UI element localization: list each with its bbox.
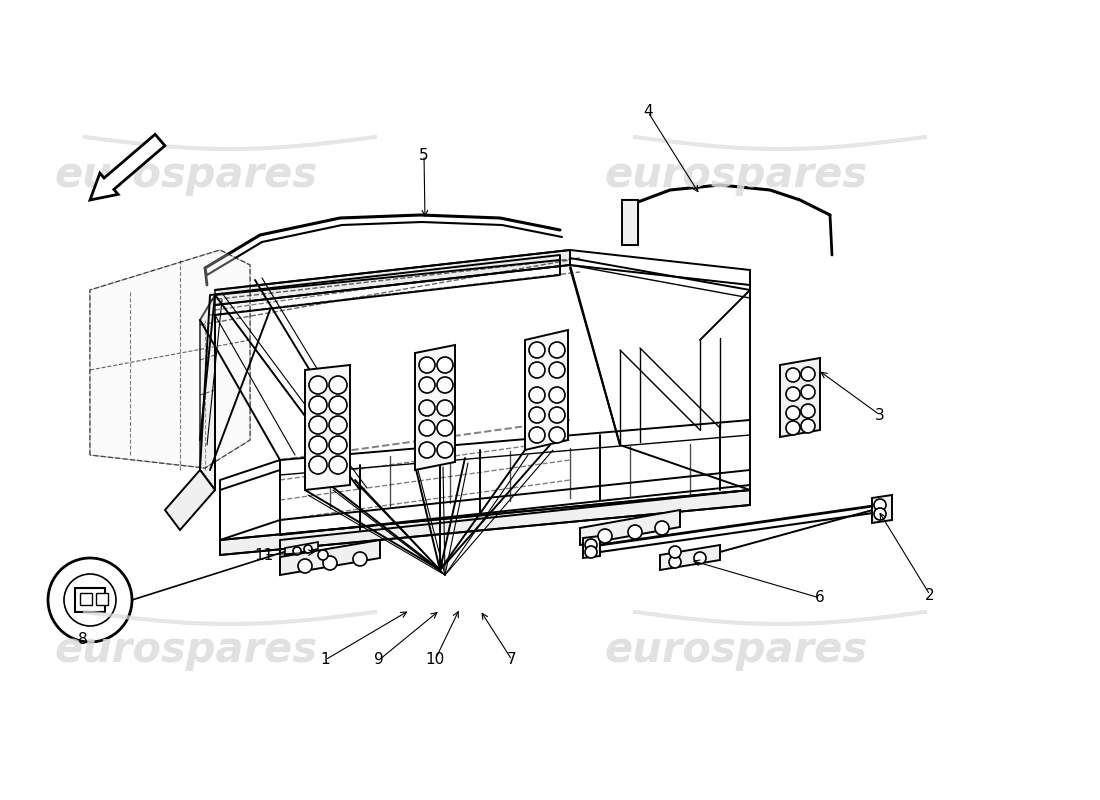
Circle shape	[801, 404, 815, 418]
Circle shape	[628, 525, 642, 539]
Polygon shape	[80, 593, 92, 605]
Circle shape	[549, 362, 565, 378]
Circle shape	[48, 558, 132, 642]
Text: 11: 11	[254, 547, 274, 562]
Polygon shape	[75, 588, 104, 612]
Polygon shape	[214, 250, 570, 305]
Circle shape	[529, 342, 544, 358]
Text: 4: 4	[644, 105, 652, 119]
Circle shape	[585, 539, 597, 551]
Polygon shape	[415, 345, 455, 470]
Circle shape	[437, 357, 453, 373]
Circle shape	[801, 367, 815, 381]
Circle shape	[298, 559, 312, 573]
Circle shape	[529, 427, 544, 443]
Polygon shape	[200, 295, 214, 490]
Polygon shape	[525, 330, 568, 450]
Circle shape	[437, 442, 453, 458]
Circle shape	[654, 521, 669, 535]
Text: eurospares: eurospares	[605, 629, 868, 671]
Text: eurospares: eurospares	[55, 629, 318, 671]
Polygon shape	[285, 542, 318, 555]
Circle shape	[786, 368, 800, 382]
Circle shape	[549, 342, 565, 358]
Text: 5: 5	[419, 147, 429, 162]
Circle shape	[329, 416, 346, 434]
Circle shape	[669, 556, 681, 568]
Polygon shape	[583, 536, 600, 558]
Circle shape	[549, 407, 565, 423]
Circle shape	[786, 387, 800, 401]
Circle shape	[419, 377, 435, 393]
Polygon shape	[780, 358, 820, 437]
Circle shape	[549, 427, 565, 443]
Polygon shape	[660, 545, 720, 570]
Circle shape	[329, 436, 346, 454]
Polygon shape	[280, 540, 380, 575]
Circle shape	[323, 556, 337, 570]
Polygon shape	[305, 365, 350, 490]
Polygon shape	[872, 495, 892, 523]
Polygon shape	[165, 470, 214, 530]
Circle shape	[529, 407, 544, 423]
Circle shape	[329, 376, 346, 394]
Polygon shape	[621, 200, 638, 245]
Circle shape	[801, 385, 815, 399]
Circle shape	[309, 416, 327, 434]
Circle shape	[353, 552, 367, 566]
Text: 8: 8	[78, 633, 88, 647]
Circle shape	[309, 396, 327, 414]
FancyArrow shape	[90, 134, 165, 200]
Circle shape	[419, 420, 435, 436]
Circle shape	[786, 421, 800, 435]
Text: 7: 7	[507, 653, 517, 667]
Circle shape	[293, 547, 301, 555]
Circle shape	[419, 442, 435, 458]
Text: 9: 9	[374, 653, 384, 667]
Text: 3: 3	[876, 407, 884, 422]
Circle shape	[694, 552, 706, 564]
Circle shape	[437, 400, 453, 416]
Circle shape	[437, 420, 453, 436]
Text: eurospares: eurospares	[605, 154, 868, 196]
Circle shape	[801, 419, 815, 433]
Circle shape	[786, 406, 800, 420]
Circle shape	[598, 529, 612, 543]
Polygon shape	[580, 510, 680, 545]
Circle shape	[669, 546, 681, 558]
Polygon shape	[96, 593, 108, 605]
Circle shape	[64, 574, 116, 626]
Circle shape	[549, 387, 565, 403]
Text: 6: 6	[815, 590, 825, 606]
Circle shape	[309, 436, 327, 454]
Circle shape	[304, 545, 312, 553]
Circle shape	[419, 400, 435, 416]
Circle shape	[874, 499, 886, 511]
Circle shape	[437, 377, 453, 393]
Text: eurospares: eurospares	[55, 154, 318, 196]
Circle shape	[329, 456, 346, 474]
Polygon shape	[220, 490, 750, 555]
Circle shape	[309, 376, 327, 394]
Circle shape	[329, 396, 346, 414]
Polygon shape	[90, 250, 250, 468]
Circle shape	[529, 362, 544, 378]
Circle shape	[874, 508, 886, 520]
Text: 10: 10	[426, 653, 444, 667]
Circle shape	[585, 546, 597, 558]
Text: 1: 1	[320, 653, 330, 667]
Circle shape	[318, 550, 328, 560]
Circle shape	[529, 387, 544, 403]
Circle shape	[309, 456, 327, 474]
Circle shape	[419, 357, 435, 373]
Text: 2: 2	[925, 587, 935, 602]
